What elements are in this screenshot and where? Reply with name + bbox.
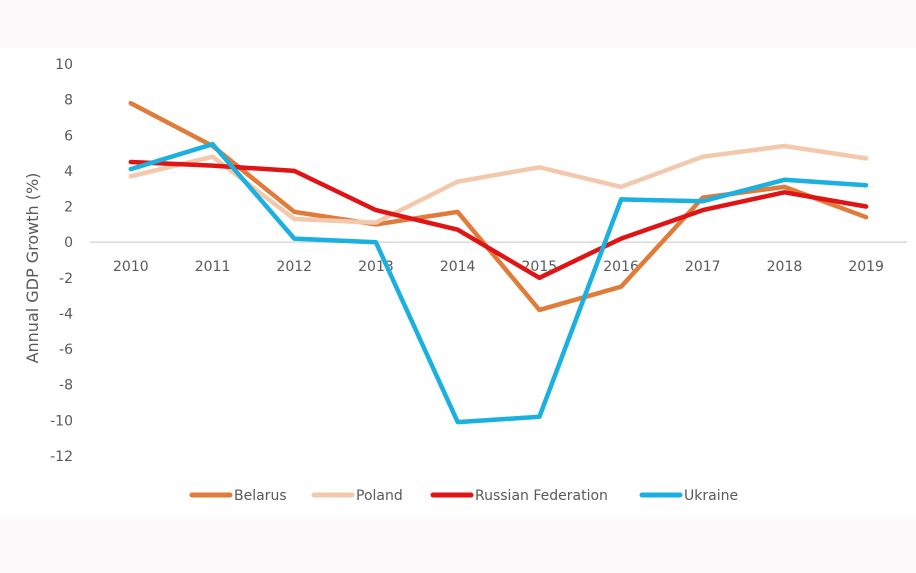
x-tick-label: 2011 [195, 259, 231, 275]
series-line-poland [128, 143, 869, 225]
x-tick-label: 2018 [767, 259, 803, 275]
series-lines [128, 100, 869, 425]
x-tick-label: 2019 [848, 259, 884, 275]
y-tick-label: -10 [50, 413, 73, 429]
series-line-belarus [128, 100, 869, 313]
top-band [0, 0, 916, 48]
legend-label: Poland [356, 488, 403, 504]
x-tick-label: 2010 [113, 259, 149, 275]
legend-item-ukraine: Ukraine [639, 488, 738, 504]
y-tick-label: -6 [59, 342, 73, 358]
y-axis-ticks: 10 8 6 4 2 0 -2 -4 -6 -8 -10 -12 [50, 57, 73, 465]
legend-label: Russian Federation [475, 488, 608, 504]
y-tick-label: 10 [55, 57, 73, 73]
legend: Belarus Poland Russian Federation Ukraine [189, 488, 738, 504]
bottom-band [0, 519, 916, 573]
legend-label: Ukraine [684, 488, 738, 504]
y-tick-label: 6 [64, 128, 73, 144]
y-tick-label: 2 [64, 200, 73, 216]
series-line-russian-federation [128, 159, 869, 281]
legend-item-russian-federation: Russian Federation [430, 488, 608, 504]
series-line-ukraine [128, 141, 869, 425]
y-tick-label: -2 [59, 271, 73, 287]
legend-item-belarus: Belarus [189, 488, 287, 504]
y-tick-label: -4 [59, 306, 73, 322]
y-tick-label: 4 [64, 164, 73, 180]
x-tick-label: 2014 [440, 259, 476, 275]
y-axis-title: Annual GDP Growth (%) [23, 173, 42, 364]
x-tick-label: 2016 [603, 259, 639, 275]
y-tick-label: 8 [64, 93, 73, 109]
y-tick-label: -12 [50, 449, 73, 465]
y-tick-label: -8 [59, 378, 73, 394]
legend-item-poland: Poland [311, 488, 403, 504]
x-tick-label: 2017 [685, 259, 721, 275]
legend-label: Belarus [234, 488, 287, 504]
x-tick-label: 2012 [276, 259, 312, 275]
y-tick-label: 0 [64, 235, 73, 251]
